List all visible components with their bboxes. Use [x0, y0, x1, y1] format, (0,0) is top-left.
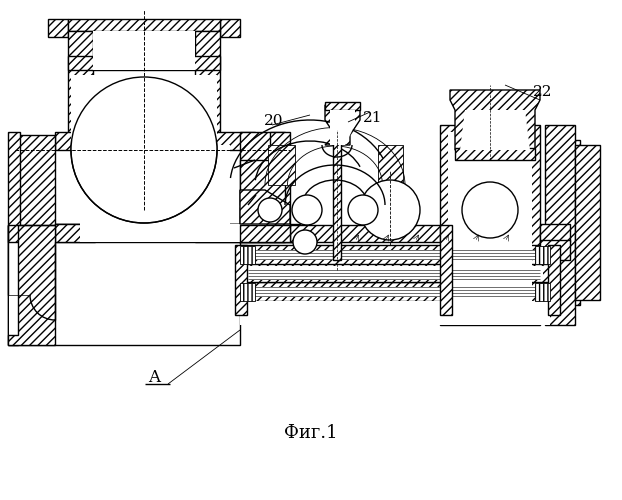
Bar [240, 301, 550, 325]
Bar [240, 264, 550, 282]
Text: Фиг.1: Фиг.1 [284, 424, 338, 442]
Circle shape [360, 180, 420, 240]
Polygon shape [450, 90, 540, 150]
Bar [333, 140, 341, 260]
Bar [455, 148, 535, 160]
Bar [71, 75, 217, 150]
Bar [18, 135, 55, 235]
Bar [540, 224, 570, 242]
Circle shape [293, 230, 317, 254]
Polygon shape [330, 110, 355, 145]
Polygon shape [240, 225, 290, 242]
Text: 22: 22 [533, 85, 552, 99]
Text: 21: 21 [363, 111, 383, 125]
Circle shape [462, 182, 518, 238]
Bar [548, 245, 560, 315]
Bar [8, 225, 18, 345]
Bar [9, 226, 239, 344]
Bar [325, 102, 360, 110]
Bar [68, 31, 93, 135]
Bar [535, 246, 550, 264]
Bar [248, 287, 543, 297]
Bar [195, 224, 240, 242]
Bar [240, 207, 285, 225]
Bar [448, 132, 532, 317]
Bar [235, 245, 247, 315]
Polygon shape [460, 110, 530, 150]
Polygon shape [240, 160, 285, 205]
Bar [8, 132, 20, 242]
Bar [195, 31, 220, 135]
Bar [535, 283, 550, 301]
Bar [55, 224, 95, 242]
Polygon shape [240, 190, 290, 224]
Text: 20: 20 [264, 114, 284, 128]
Polygon shape [378, 145, 403, 185]
Bar [240, 283, 255, 301]
Bar [248, 250, 543, 260]
Bar [68, 56, 220, 70]
Bar [240, 282, 550, 302]
Bar [48, 19, 68, 37]
Bar [240, 246, 255, 264]
Polygon shape [268, 145, 295, 185]
Polygon shape [18, 335, 55, 345]
Bar [540, 240, 570, 260]
Bar [68, 19, 220, 31]
Bar [220, 19, 240, 37]
Bar [55, 224, 300, 242]
Bar [240, 301, 550, 315]
Bar [545, 125, 575, 325]
Polygon shape [240, 132, 310, 242]
Bar [55, 132, 255, 150]
Bar [248, 266, 543, 280]
Bar [575, 145, 600, 300]
Circle shape [258, 198, 282, 222]
Text: A: A [148, 369, 160, 386]
Circle shape [348, 195, 378, 225]
Polygon shape [8, 225, 240, 345]
Polygon shape [8, 225, 55, 345]
Bar [240, 132, 285, 242]
Bar [80, 224, 260, 242]
Bar [240, 245, 550, 265]
Circle shape [71, 77, 217, 223]
Bar [440, 125, 540, 325]
Polygon shape [325, 105, 360, 145]
Bar [93, 31, 195, 70]
Polygon shape [290, 225, 440, 242]
Bar [440, 225, 452, 315]
Bar [568, 140, 580, 305]
Bar [80, 145, 230, 225]
Circle shape [292, 195, 322, 225]
Polygon shape [18, 224, 240, 345]
